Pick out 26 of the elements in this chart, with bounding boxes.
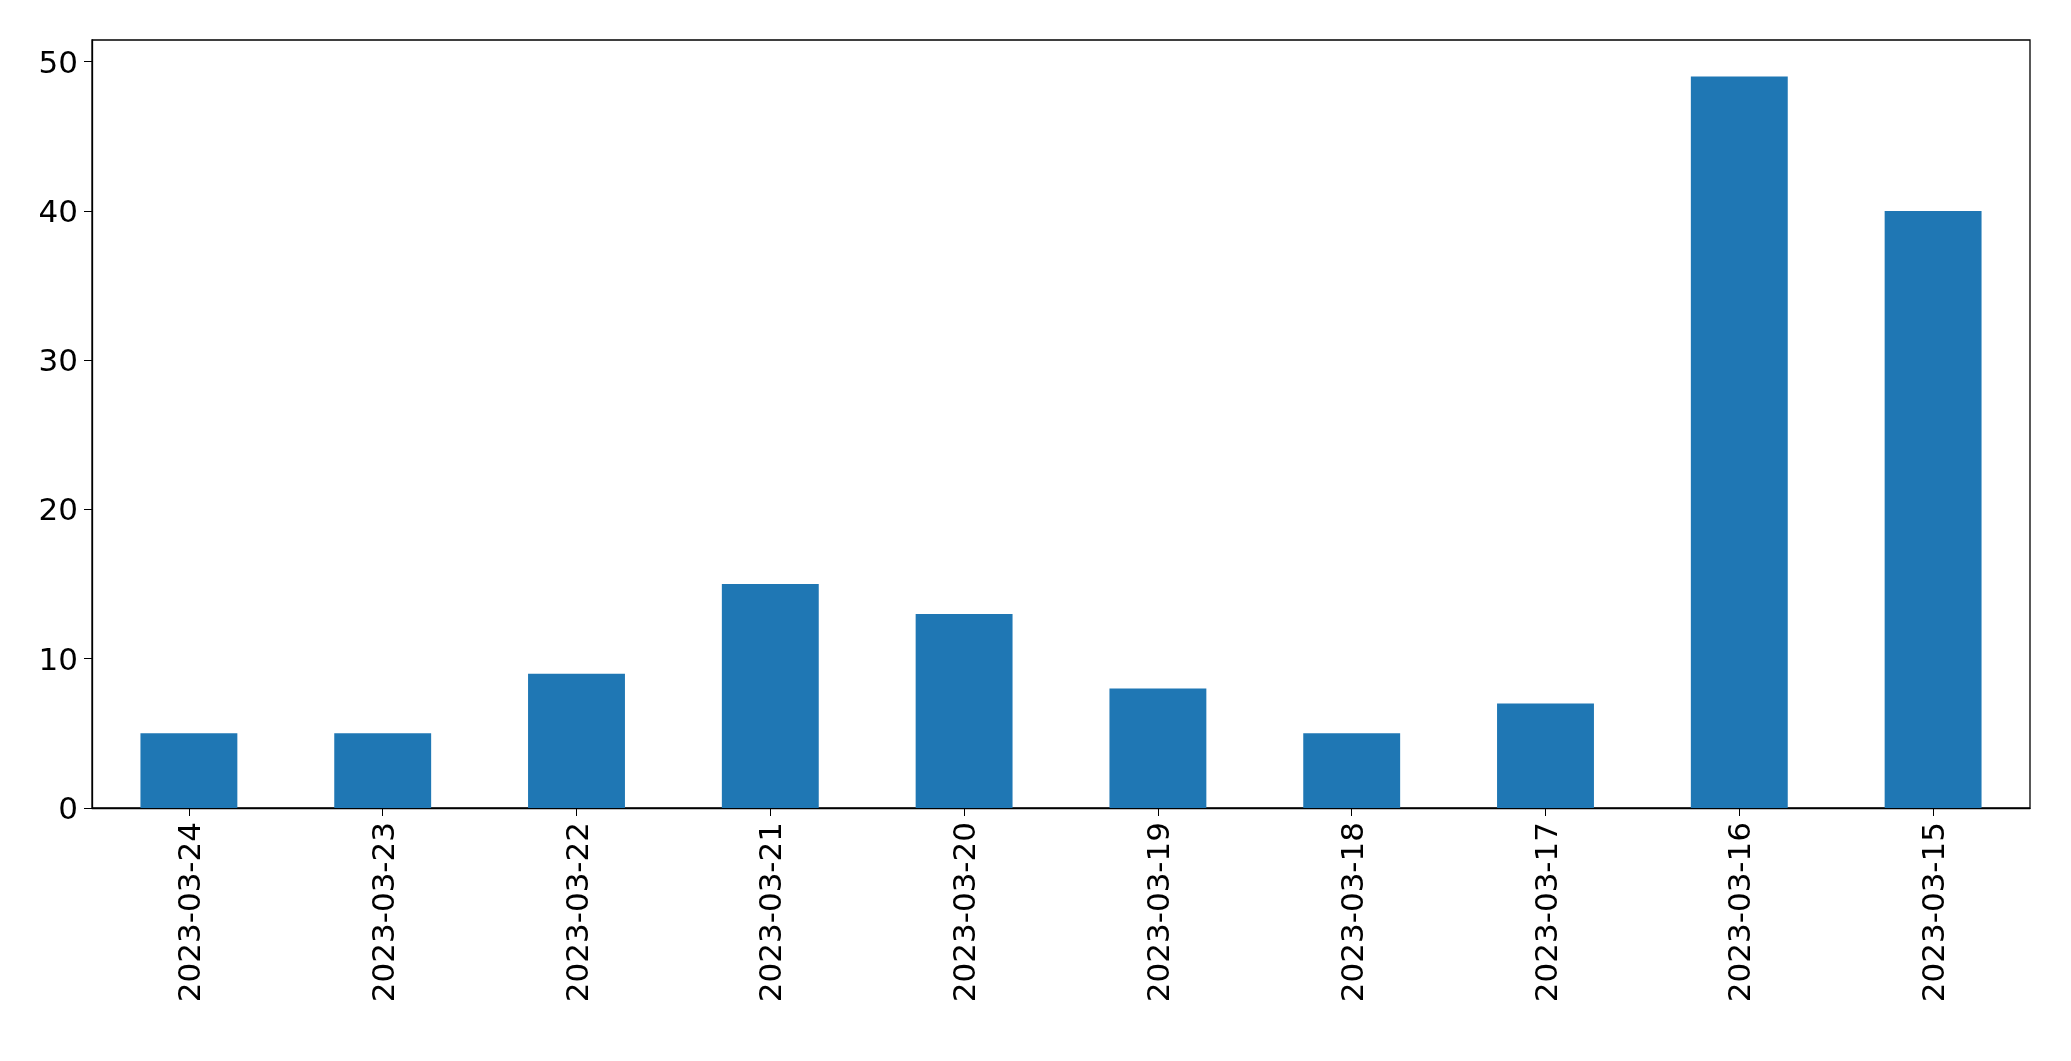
x-tick-label: 2023-03-24 bbox=[170, 822, 207, 1003]
bar bbox=[915, 613, 1013, 808]
bar bbox=[1109, 688, 1207, 808]
x-tick-label: 2023-03-22 bbox=[558, 822, 595, 1003]
bar bbox=[334, 733, 432, 808]
x-tick-label: 2023-03-18 bbox=[1333, 822, 1370, 1003]
y-tick-label: 50 bbox=[38, 43, 78, 80]
bar bbox=[1497, 703, 1594, 808]
y-tick-label: 0 bbox=[58, 790, 78, 826]
x-tick-label: 2023-03-20 bbox=[946, 822, 983, 1003]
x-tick-label: 2023-03-15 bbox=[1915, 822, 1952, 1003]
y-tick-label: 40 bbox=[38, 192, 78, 229]
y-tick-label: 10 bbox=[38, 640, 78, 677]
bar bbox=[528, 673, 625, 808]
x-tick-label: 2023-03-16 bbox=[1721, 822, 1758, 1003]
y-tick-label: 30 bbox=[38, 342, 78, 379]
bar bbox=[140, 733, 238, 808]
x-tick-label: 2023-03-23 bbox=[364, 822, 401, 1003]
y-tick-label: 20 bbox=[38, 491, 78, 528]
bar bbox=[1690, 76, 1788, 808]
x-tick-label: 2023-03-17 bbox=[1527, 822, 1564, 1003]
x-tick-label: 2023-03-19 bbox=[1139, 822, 1176, 1003]
bar bbox=[721, 584, 819, 808]
x-tick-label: 2023-03-21 bbox=[752, 822, 789, 1003]
bar bbox=[1884, 210, 1982, 808]
bar bbox=[1303, 733, 1401, 808]
